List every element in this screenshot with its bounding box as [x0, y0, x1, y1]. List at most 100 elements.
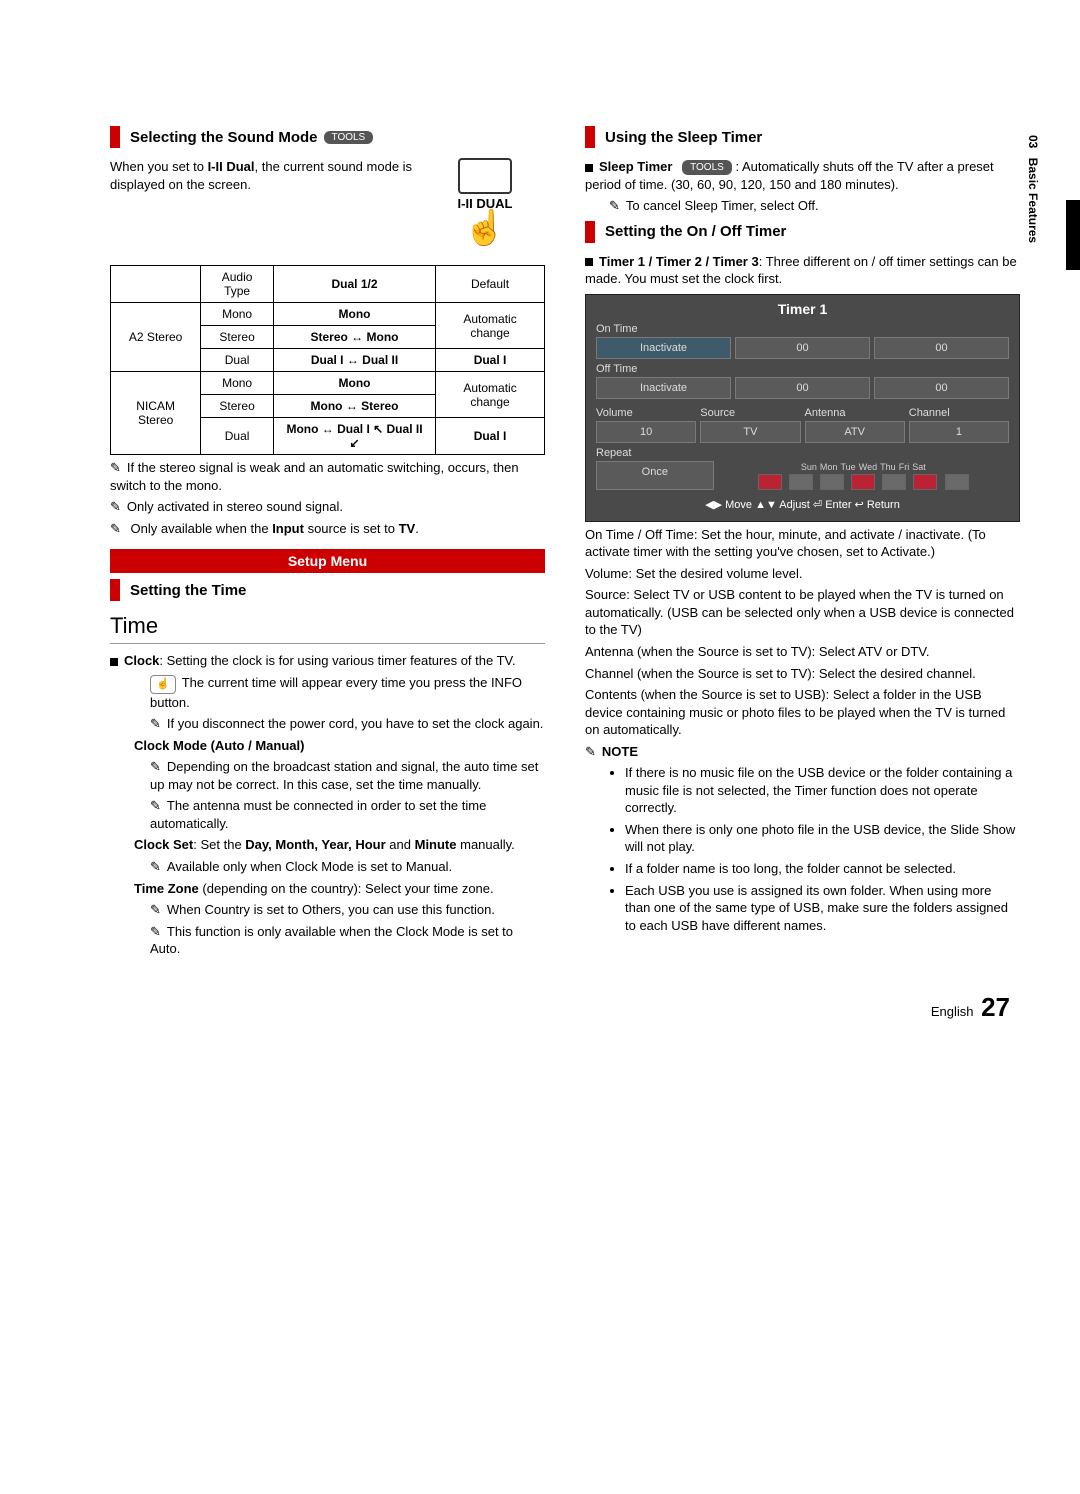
- setup-menu-banner: Setup Menu: [110, 549, 545, 573]
- note-b4: Each USB you use is assigned its own fol…: [625, 882, 1020, 935]
- th-audio: Audio Type: [201, 266, 274, 303]
- clock-para: Clock: Setting the clock is for using va…: [110, 652, 545, 670]
- daycell[interactable]: [789, 474, 813, 490]
- section-label: Basic Features: [1026, 158, 1040, 243]
- note-sound-3: Only available when the Input source is …: [110, 520, 545, 538]
- page-footer: English 27: [110, 992, 1020, 1023]
- table-cell: Mono: [201, 303, 274, 326]
- offtime-state[interactable]: Inactivate: [596, 377, 731, 399]
- section-tab: 03 Basic Features: [1026, 135, 1040, 243]
- tv-icon: [458, 158, 512, 194]
- table-cell: Stereo ↔ Mono: [273, 326, 435, 349]
- row-a2: A2 Stereo: [111, 303, 201, 372]
- page-number: 27: [981, 992, 1010, 1022]
- ch-label: Channel: [909, 407, 1009, 419]
- table-cell: Dual I ↔ Dual II: [273, 349, 435, 372]
- daycell[interactable]: [758, 474, 782, 490]
- clock-set-para: Clock Set: Set the Day, Month, Year, Hou…: [134, 836, 545, 854]
- clock-tip-2: If you disconnect the power cord, you ha…: [150, 715, 545, 733]
- p-ontime: On Time / Off Time: Set the hour, minute…: [585, 526, 1020, 561]
- ontime-hour[interactable]: 00: [735, 337, 870, 359]
- table-cell: Mono ↔ Dual I ↖ Dual II ↙: [273, 418, 435, 455]
- heading-sound-mode: Selecting the Sound Mode TOOLS: [110, 126, 545, 148]
- table-cell: Mono: [273, 303, 435, 326]
- timezone-n2: This function is only available when the…: [150, 923, 545, 958]
- table-cell: Dual I: [436, 349, 545, 372]
- sound-table: Audio Type Dual 1/2 Default A2 Stereo Mo…: [110, 265, 545, 455]
- timer-panel: Timer 1 On Time Inactivate 00 00 Off Tim…: [585, 294, 1020, 522]
- heading-sleep: Using the Sleep Timer: [585, 126, 1020, 148]
- repeat-value[interactable]: Once: [596, 461, 714, 490]
- clock-mode-n2: The antenna must be connected in order t…: [150, 797, 545, 832]
- table-cell: Automatic change: [436, 303, 545, 349]
- timezone-n1: When Country is set to Others, you can u…: [150, 901, 545, 919]
- dual-illustration: I-II DUAL ☝: [425, 158, 545, 245]
- hand-button-icon: ☝: [150, 675, 176, 694]
- note-b3: If a folder name is too long, the folder…: [625, 860, 1020, 878]
- section-number: 03: [1026, 135, 1040, 148]
- th-default: Default: [436, 266, 545, 303]
- timer-legend: ◀▶ Move ▲▼ Adjust ⏎ Enter ↩ Return: [596, 498, 1009, 511]
- heading-text: Selecting the Sound Mode: [130, 129, 318, 146]
- heading-text: Setting the Time: [130, 582, 246, 599]
- daycell[interactable]: [945, 474, 969, 490]
- tools-badge: TOOLS: [682, 160, 732, 176]
- table-cell: Dual: [201, 418, 274, 455]
- day-grid: Sun Mon Tue Wed Thu Fri Sat: [718, 461, 1009, 490]
- daycell[interactable]: [820, 474, 844, 490]
- day-sat: Sat: [912, 462, 926, 472]
- clock-mode-n1: Depending on the broadcast station and s…: [150, 758, 545, 793]
- sleep-note: To cancel Sleep Timer, select Off.: [609, 197, 1020, 215]
- table-cell: Mono: [273, 372, 435, 395]
- daycell[interactable]: [851, 474, 875, 490]
- row-nicam: NICAM Stereo: [111, 372, 201, 455]
- table-cell: Dual: [201, 349, 274, 372]
- ch-value[interactable]: 1: [909, 421, 1009, 443]
- heading-setting-time: Setting the Time: [110, 579, 545, 601]
- vol-label: Volume: [596, 407, 696, 419]
- th-dual: Dual 1/2: [273, 266, 435, 303]
- heading-onoff: Setting the On / Off Timer: [585, 221, 1020, 243]
- ant-value[interactable]: ATV: [805, 421, 905, 443]
- note-b2: When there is only one photo file in the…: [625, 821, 1020, 856]
- table-cell: Stereo: [201, 395, 274, 418]
- timer-title: Timer 1: [596, 301, 1009, 317]
- p-vol: Volume: Set the desired volume level.: [585, 565, 1020, 583]
- day-sun: Sun: [801, 462, 817, 472]
- ontime-state[interactable]: Inactivate: [596, 337, 731, 359]
- ontime-label: On Time: [596, 323, 1009, 335]
- sleep-para: Sleep Timer TOOLS : Automatically shuts …: [585, 158, 1020, 193]
- accent-bar: [585, 126, 595, 148]
- day-thu: Thu: [880, 462, 896, 472]
- hand-icon: ☝: [425, 211, 545, 245]
- daycell[interactable]: [882, 474, 906, 490]
- bullet-icon: [585, 164, 593, 172]
- table-cell: Mono: [201, 372, 274, 395]
- note-sound-1: If the stereo signal is weak and an auto…: [110, 459, 545, 494]
- day-mon: Mon: [820, 462, 838, 472]
- bullet-icon: [585, 258, 593, 266]
- src-value[interactable]: TV: [700, 421, 800, 443]
- src-label: Source: [700, 407, 800, 419]
- p-cont: Contents (when the Source is set to USB)…: [585, 686, 1020, 739]
- note-sound-2: Only activated in stereo sound signal.: [110, 498, 545, 516]
- p-ant: Antenna (when the Source is set to TV): …: [585, 643, 1020, 661]
- table-cell: Stereo: [201, 326, 274, 349]
- p-src: Source: Select TV or USB content to be p…: [585, 586, 1020, 639]
- offtime-label: Off Time: [596, 363, 1009, 375]
- bullet-icon: [110, 658, 118, 666]
- p-ch: Channel (when the Source is set to TV): …: [585, 665, 1020, 683]
- offtime-min[interactable]: 00: [874, 377, 1009, 399]
- table-cell: Dual I: [436, 418, 545, 455]
- day-wed: Wed: [859, 462, 877, 472]
- offtime-hour[interactable]: 00: [735, 377, 870, 399]
- accent-bar: [110, 579, 120, 601]
- timer123-para: Timer 1 / Timer 2 / Timer 3: Three diffe…: [585, 253, 1020, 288]
- accent-bar: [585, 221, 595, 243]
- daycell[interactable]: [913, 474, 937, 490]
- footer-lang: English: [931, 1004, 974, 1019]
- ontime-min[interactable]: 00: [874, 337, 1009, 359]
- heading-text: Using the Sleep Timer: [605, 129, 762, 146]
- clock-mode-heading: Clock Mode (Auto / Manual): [134, 737, 545, 755]
- vol-value[interactable]: 10: [596, 421, 696, 443]
